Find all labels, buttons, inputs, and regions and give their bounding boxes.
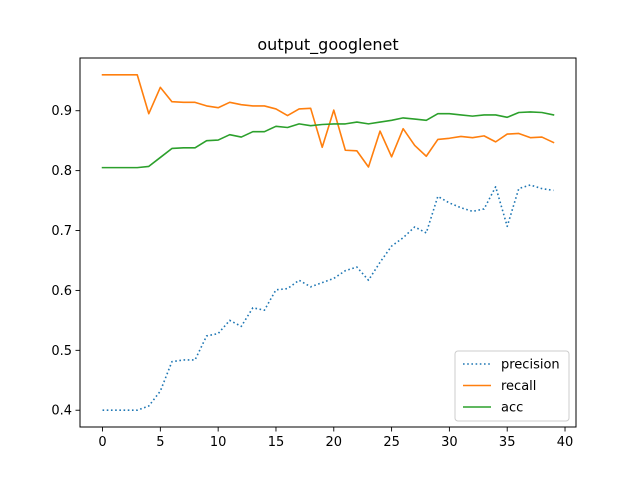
chart-title: output_googlenet	[257, 35, 398, 55]
x-tick-label: 10	[210, 435, 227, 450]
y-tick-label: 0.4	[51, 404, 72, 419]
x-tick-label: 25	[383, 435, 400, 450]
x-tick-label: 0	[98, 435, 106, 450]
y-tick-label: 0.9	[51, 104, 72, 119]
legend-label-acc: acc	[501, 401, 523, 416]
y-tick-label: 0.6	[51, 284, 72, 299]
y-tick-label: 0.5	[51, 344, 72, 359]
y-axis: 0.4 0.5 0.6 0.7 0.8 0.9	[51, 104, 80, 419]
legend-box	[454, 350, 570, 422]
x-tick-label: 20	[326, 435, 343, 450]
series-line-acc	[101, 111, 555, 169]
x-tick-label: 35	[499, 435, 516, 450]
x-tick-label: 15	[268, 435, 285, 450]
legend-label-recall: recall	[501, 379, 536, 394]
x-tick-label: 40	[557, 435, 574, 450]
y-tick-label: 0.7	[51, 224, 72, 239]
x-tick-label: 30	[441, 435, 458, 450]
plot-frame	[79, 57, 577, 428]
x-axis: 0 5 10 15 20 25 30 35 40	[98, 427, 573, 450]
series-line-recall	[101, 73, 555, 168]
y-tick-label: 0.8	[51, 164, 72, 179]
x-tick-label: 5	[156, 435, 164, 450]
series-layer	[101, 73, 555, 412]
legend: precision recall acc	[454, 350, 570, 422]
legend-label-precision: precision	[501, 358, 560, 373]
